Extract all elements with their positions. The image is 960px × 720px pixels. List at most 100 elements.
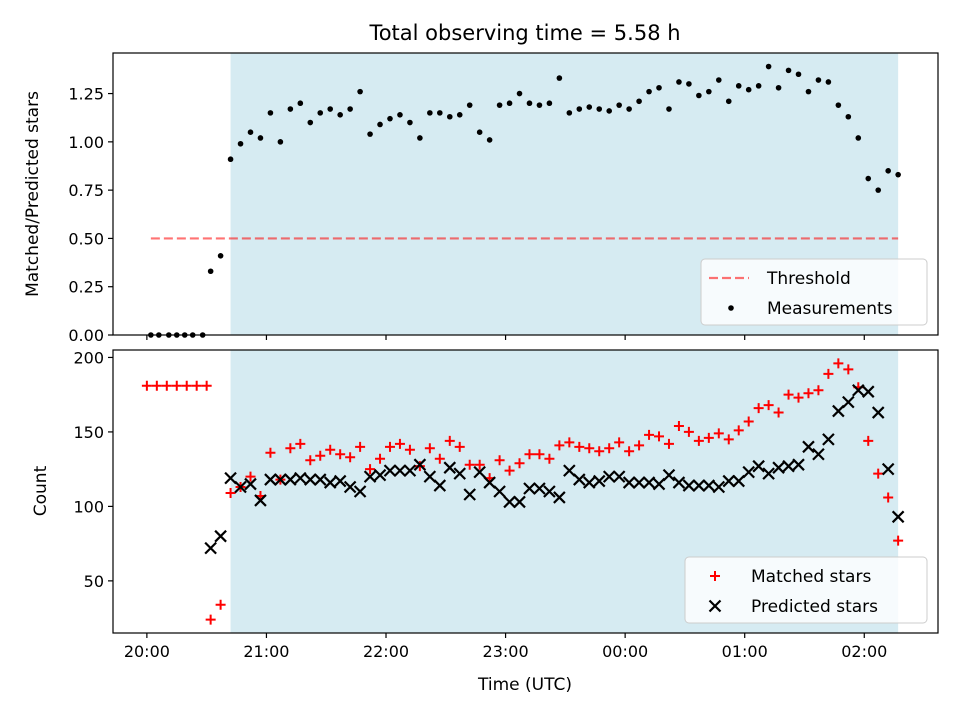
matched-star-point: [873, 468, 884, 479]
predicted-star-point: [642, 476, 656, 489]
measurement-point: [546, 100, 553, 107]
measurement-point: [885, 168, 891, 174]
matched-star-point: [474, 459, 485, 470]
y-tick-label: 0.50: [68, 229, 104, 248]
measurement-point: [437, 110, 443, 116]
matched-star-point: [315, 450, 326, 461]
measurement-point: [456, 112, 463, 118]
predicted-star-point: [842, 395, 855, 409]
matched-star-point: [454, 441, 465, 452]
matched-star-point: [783, 389, 794, 400]
predicted-star-point: [632, 476, 646, 489]
predicted-star-point: [573, 473, 586, 486]
matched-star-point: [763, 400, 774, 411]
predicted-star-point: [782, 459, 795, 473]
matched-star-point: [345, 452, 356, 463]
measurement-point: [715, 77, 722, 83]
predicted-star-point: [802, 440, 815, 454]
predicted-star-point: [792, 458, 805, 471]
axes-frame: [112, 52, 939, 336]
predicted-star-point: [772, 461, 785, 474]
measurement-point: [795, 71, 802, 78]
predicted-star-point: [284, 473, 297, 486]
predicted-star-point: [523, 482, 536, 495]
top-y-axis-label: Matched/Predicted stars: [23, 91, 43, 297]
legend-matched-swatch: [710, 571, 720, 581]
predicted-star-point: [891, 510, 905, 524]
predicted-star-point: [503, 495, 516, 509]
measurement-point: [257, 135, 264, 141]
predicted-star-point: [871, 406, 885, 419]
measurement-point: [526, 100, 533, 107]
measurement-point: [297, 100, 304, 107]
matched-star-point: [161, 380, 172, 391]
matched-star-point: [524, 449, 535, 460]
legend-predicted-swatch: [708, 599, 722, 613]
predicted-star-point: [294, 471, 307, 485]
measurement-point: [626, 106, 632, 112]
matched-star-point: [514, 458, 525, 469]
predicted-star-point: [612, 470, 626, 483]
y-tick-label: 0.75: [68, 181, 104, 200]
matched-star-point: [833, 358, 844, 369]
predicted-star-point: [861, 385, 875, 398]
x-tick-label: 00:00: [602, 642, 648, 661]
x-tick-label: 23:00: [483, 642, 529, 661]
matched-star-point: [713, 428, 724, 439]
predicted-star-point: [304, 473, 317, 486]
predicted-star-point: [543, 485, 556, 498]
measurement-point: [446, 113, 453, 120]
predicted-star-point: [672, 476, 686, 489]
predicted-star-point: [652, 477, 666, 491]
matched-star-point: [614, 437, 625, 448]
matched-star-point: [883, 492, 894, 503]
matched-star-point: [285, 443, 296, 454]
measurement-point: [725, 98, 732, 105]
predicted-star-point: [832, 404, 845, 418]
predicted-star-point: [423, 470, 437, 483]
predicted-star-point: [852, 383, 865, 397]
matched-star-point: [245, 471, 256, 482]
predicted-star-point: [602, 470, 616, 483]
predicted-star-point: [353, 485, 367, 498]
measurement-point: [765, 63, 772, 70]
measurement-point: [417, 135, 423, 141]
matched-star-point: [534, 449, 545, 460]
chart-title: Total observing time = 5.58 h: [368, 21, 680, 45]
matched-star-point: [634, 440, 645, 451]
predicted-star-point: [244, 477, 257, 491]
matched-star-point: [703, 432, 714, 443]
measurement-point: [207, 268, 214, 275]
matched-star-point: [843, 364, 854, 375]
predicted-star-point: [822, 433, 835, 446]
matched-star-point: [404, 444, 415, 455]
matched-star-point: [384, 441, 395, 452]
predicted-star-point: [313, 473, 327, 486]
measurement-point: [357, 88, 363, 95]
predicted-star-point: [592, 474, 606, 488]
measurement-point: [566, 110, 573, 116]
predicted-star-point: [483, 476, 496, 489]
predicted-star-point: [812, 447, 825, 461]
measurement-point: [327, 106, 334, 112]
y-tick-label: 0.25: [68, 278, 104, 297]
predicted-star-point: [732, 474, 746, 488]
predicted-star-point: [752, 459, 765, 473]
measurement-point: [835, 102, 842, 108]
matched-star-point: [793, 392, 804, 403]
matched-star-point: [325, 444, 336, 455]
predicted-star-point: [383, 464, 397, 477]
predicted-star-point: [722, 474, 736, 488]
legend-box: [684, 556, 928, 624]
predicted-star-point: [264, 473, 277, 486]
predicted-star-point: [702, 479, 716, 492]
matched-star-point: [215, 599, 226, 610]
predicted-star-point: [533, 482, 546, 495]
matched-star-point: [683, 426, 694, 437]
measurement-point: [466, 102, 473, 108]
matched-star-point: [494, 455, 505, 466]
measurement-point: [586, 104, 593, 110]
matched-star-point: [723, 434, 734, 445]
x-axis-label: Time (UTC): [477, 675, 572, 695]
measurement-point: [825, 79, 832, 85]
